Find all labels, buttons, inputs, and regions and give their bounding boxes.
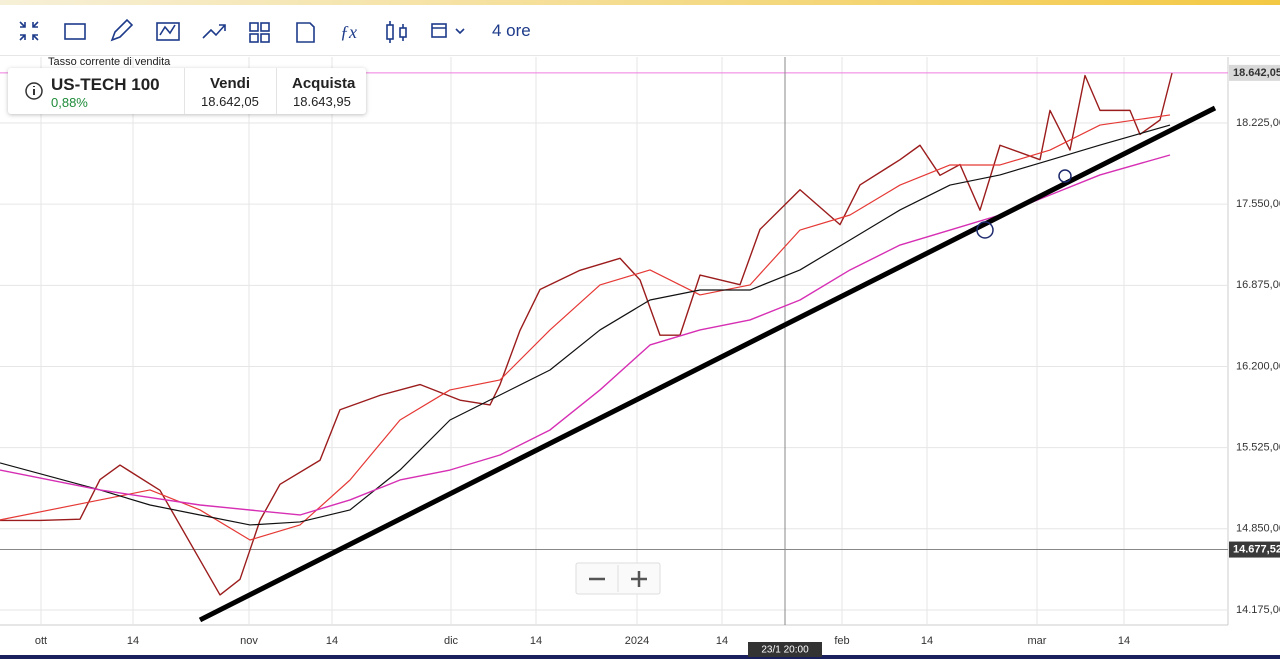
- quote-caption: Tasso corrente di vendita: [48, 56, 171, 68]
- fx-icon[interactable]: ƒx: [340, 22, 357, 42]
- crosshair-x-label: 23/1 20:00: [761, 645, 809, 656]
- zoom-in[interactable]: [631, 571, 647, 587]
- series-line: [0, 72, 1173, 596]
- y-tick-label: 14.850,00: [1236, 523, 1280, 535]
- notes-icon[interactable]: [64, 23, 86, 40]
- y-tick-label: 18.225,00: [1236, 117, 1280, 129]
- annotation-circle: [976, 221, 994, 239]
- crosshair-tag-label: 14.677,52: [1233, 543, 1280, 555]
- series-line: [0, 114, 1171, 541]
- top-bar: [0, 0, 1280, 5]
- x-tick-label: feb: [834, 635, 849, 647]
- buy-label: Acquista: [292, 75, 356, 92]
- y-tick-label: 17.550,00: [1236, 198, 1280, 210]
- save-icon[interactable]: [296, 22, 315, 43]
- y-tick-label: 16.200,00: [1236, 360, 1280, 372]
- toolbar-icons: ƒx: [19, 18, 548, 43]
- crosshair-tag: [1229, 541, 1280, 558]
- sell-label: Vendi: [210, 75, 251, 92]
- x-tick-label: 14: [530, 635, 542, 647]
- crosshair-x-tag: [748, 642, 822, 657]
- toolbar: ƒx 4 ore: [0, 5, 1280, 56]
- x-tick-label: dic: [444, 635, 459, 647]
- annotation-circle: [1058, 169, 1072, 183]
- draw-icon[interactable]: [110, 18, 134, 42]
- timeframe[interactable]: 4 ore: [492, 21, 531, 40]
- buy-price[interactable]: 18.643,95: [293, 94, 351, 109]
- y-tick-label: 15.525,00: [1236, 442, 1280, 454]
- x-tick-label: 14: [127, 635, 139, 647]
- series-line: [198, 105, 1217, 623]
- x-tick-label: 14: [716, 635, 728, 647]
- y-tick-label: 14.175,00: [1236, 604, 1280, 616]
- x-tick-label: ott: [35, 635, 47, 647]
- series-line: [0, 154, 1171, 516]
- sell-price[interactable]: 18.642,05: [201, 94, 259, 109]
- indicator-icon[interactable]: [156, 22, 180, 41]
- x-tick-label: nov: [240, 635, 258, 647]
- series-line: [0, 124, 1171, 526]
- layout-icon[interactable]: [249, 22, 270, 43]
- price-tag-label: 18.642,05: [1233, 67, 1280, 79]
- instrument: US-TECH 100: [51, 75, 160, 94]
- collapse-icon[interactable]: [19, 21, 39, 41]
- x-tick-label: mar: [1028, 635, 1047, 647]
- x-tick-label: 14: [921, 635, 933, 647]
- trend-icon[interactable]: [202, 24, 226, 39]
- quote-box: US-TECH 100 0,88% Vendi 18.642,05 Acquis…: [8, 68, 366, 114]
- zoom-controls: [575, 562, 661, 595]
- x-tick-label: 14: [1118, 635, 1130, 647]
- price-tag: [1229, 64, 1280, 81]
- bottom-bar: [0, 655, 1280, 659]
- candle-icon[interactable]: [386, 21, 407, 43]
- y-tick-label: 16.875,00: [1236, 279, 1280, 291]
- x-tick-label: 2024: [625, 635, 649, 647]
- info-icon[interactable]: [23, 80, 45, 102]
- change: 0,88%: [51, 95, 88, 110]
- x-tick-label: 14: [326, 635, 338, 647]
- calendar-icon[interactable]: [431, 23, 465, 38]
